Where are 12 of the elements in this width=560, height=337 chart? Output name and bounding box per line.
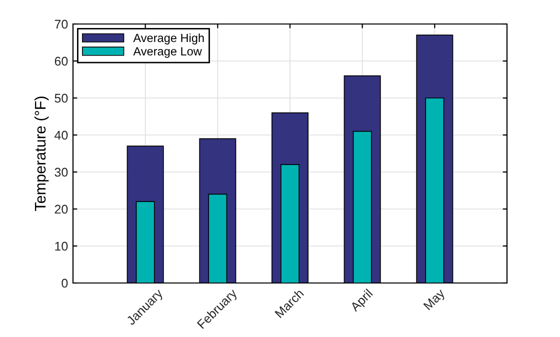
y-tick-label: 20 [54,204,68,214]
legend-label: Average High [133,33,204,44]
y-axis-title: Temperature (°F) [34,96,49,211]
y-tick-label: 70 [54,20,68,29]
y-tick-label: 30 [54,168,68,177]
y-tick-label: 60 [54,56,68,66]
y-tick-label: 40 [54,130,68,140]
legend-label: Average Low [133,47,202,58]
y-tick-label: 10 [55,242,68,251]
x-tick-label: May [423,288,448,312]
y-tick-label: 0 [62,278,68,288]
y-tick-label: 50 [54,94,68,103]
